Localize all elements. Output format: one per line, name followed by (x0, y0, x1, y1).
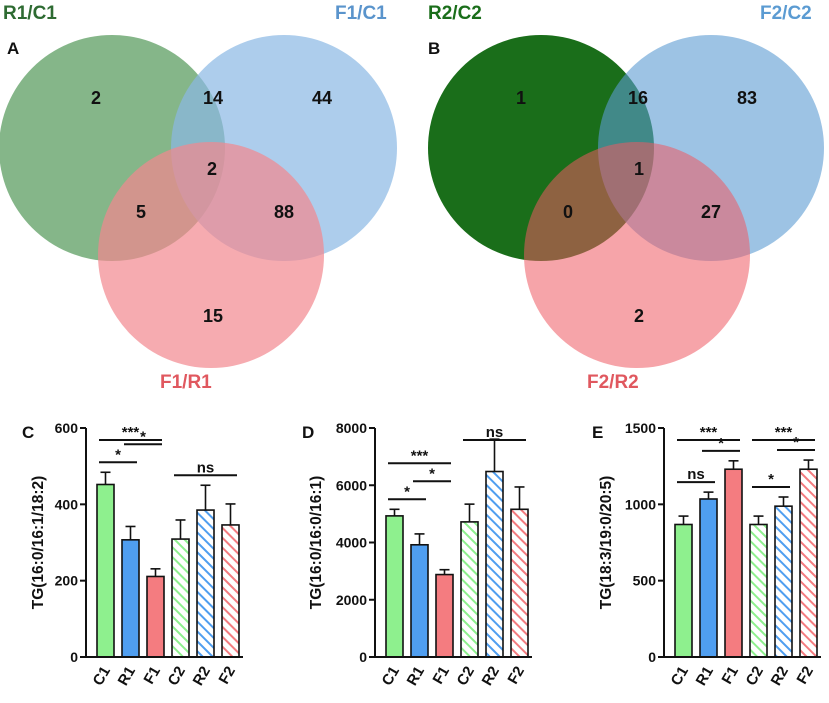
chart-c-sig-label-0: * (115, 446, 121, 463)
chart-c-bar-c2 (171, 538, 190, 658)
chart-d-y-tick-label-0: 0 (359, 649, 367, 665)
chart-d-bar-r1 (410, 543, 429, 658)
chart-d-bar-f1 (435, 573, 454, 658)
chart-e-panel-letter: E (592, 423, 603, 442)
venn-a-set3-title: F1/R1 (160, 372, 212, 393)
chart-e-y-tick-label-3: 1500 (625, 420, 656, 436)
chart-d-category-label-c2: C2 (454, 664, 478, 689)
chart-e-sig-label-2: * (718, 435, 724, 452)
chart-e-category-label-f1: F1 (718, 664, 741, 688)
chart-c-y-tick-label-1: 200 (55, 573, 79, 589)
chart-d-category-label-r2: R2 (479, 664, 503, 689)
chart-d-category-label-c1: C1 (379, 664, 403, 689)
chart-d-category-label-r1: R1 (404, 664, 428, 689)
bar-chart-e: E TG(18:3/19:0/20:5) C1 R1 F1 C2 R2 F2 0 500 1000 1… (592, 420, 821, 689)
venn-b-panel-letter: B (428, 39, 440, 58)
chart-e-bar-r1 (699, 498, 718, 658)
chart-e-category-label-r2: R2 (768, 664, 792, 689)
chart-e-sig-label-0: ns (687, 466, 705, 483)
chart-c-bar-r2 (196, 509, 215, 658)
chart-c-panel-letter: C (22, 423, 34, 442)
chart-e-bar-r2 (774, 505, 793, 658)
venn-a-panel-letter: A (7, 39, 19, 58)
venn-b-count-r2c2-only: 1 (516, 88, 526, 108)
chart-c-y-tick-label-3: 600 (55, 420, 79, 436)
chart-d-y-tick-label-1: 2000 (336, 592, 367, 608)
venn-b-circle-f2r2 (524, 142, 750, 368)
chart-e-sig-label-4: *** (775, 424, 793, 441)
chart-d-sig-label-3: ns (486, 424, 504, 441)
chart-c-category-label-c2: C2 (165, 664, 189, 689)
bar-chart-c: C TG(16:0/16:1/18:2) C1 R1 F1 C2 R2 F2 0 200 400 60… (22, 420, 243, 689)
venn-a-count-r1c1-f1r1: 5 (136, 202, 146, 222)
chart-d-y-tick-label-3: 6000 (336, 477, 367, 493)
venn-b-set2-title: F2/C2 (760, 3, 812, 24)
chart-e-category-label-c1: C1 (668, 664, 692, 689)
chart-d-sig-label-2: * (429, 465, 435, 482)
venn-b-count-f2c2-only: 83 (737, 88, 757, 108)
chart-c-y-axis-label: TG(16:0/16:1/18:2) (30, 476, 47, 610)
chart-e-sig-label-5: * (793, 434, 799, 451)
chart-c-sig-label-3: ns (197, 459, 215, 476)
venn-a-set1-title: R1/C1 (3, 3, 57, 24)
chart-e-y-tick-label-0: 0 (648, 649, 656, 665)
chart-d-y-axis-label: TG(16:0/16:0/16:1) (308, 476, 325, 610)
chart-c-bar-f2 (221, 524, 240, 658)
chart-e-category-label-f2: F2 (793, 664, 816, 688)
chart-d-panel-letter: D (302, 423, 314, 442)
venn-panel-a: A R1/C1 F1/C1 F1/R1 2 44 15 14 5 88 2 (0, 3, 397, 393)
chart-c-sig-label-1: *** (122, 424, 140, 441)
chart-d-sig-label-1: *** (411, 447, 429, 464)
chart-c-bar-r1 (121, 539, 140, 658)
venn-a-set2-title: F1/C1 (335, 3, 387, 24)
chart-c-y-tick-label-0: 0 (70, 649, 78, 665)
venn-b-set3-title: F2/R2 (587, 372, 639, 393)
chart-c-category-label-r2: R2 (190, 664, 214, 689)
chart-c-bar-f1 (146, 575, 165, 658)
chart-e-sig-label-3: * (768, 471, 774, 488)
chart-e-sig-label-1: *** (700, 424, 718, 441)
venn-b-set1-title: R2/C2 (428, 3, 482, 24)
chart-c-category-label-c1: C1 (90, 664, 114, 689)
chart-d-category-label-f2: F2 (504, 664, 527, 688)
chart-e-y-tick-label-2: 1000 (625, 496, 656, 512)
chart-d-sig-label-0: * (404, 483, 410, 500)
venn-a-count-all: 2 (207, 159, 217, 179)
venn-panel-b: B R2/C2 F2/C2 F2/R2 1 83 2 16 0 27 1 (428, 3, 824, 393)
chart-e-bar-c1 (674, 523, 693, 658)
chart-d-bar-r2 (485, 470, 504, 658)
venn-a-count-r1c1-only: 2 (91, 88, 101, 108)
chart-c-sig-label-2: * (140, 428, 146, 445)
venn-a-count-f1c1-f1r1: 88 (274, 202, 294, 222)
chart-d-bar-c1 (385, 515, 404, 658)
chart-d-y-tick-label-4: 8000 (336, 420, 367, 436)
chart-e-bar-f2 (799, 468, 818, 658)
chart-e-category-label-c2: C2 (743, 664, 767, 689)
chart-e-bar-f1 (724, 468, 743, 658)
venn-b-count-f2c2-f2r2: 27 (701, 202, 721, 222)
venn-a-count-r1c1-f1c1: 14 (203, 88, 223, 108)
chart-c-category-label-f2: F2 (215, 664, 238, 688)
chart-e-bar-c2 (749, 523, 768, 658)
venn-b-count-all: 1 (634, 159, 644, 179)
venn-a-count-f1c1-only: 44 (312, 88, 332, 108)
chart-d-y-tick-label-2: 4000 (336, 535, 367, 551)
venn-b-count-r2c2-f2c2: 16 (628, 88, 648, 108)
venn-a-count-f1r1-only: 15 (203, 306, 223, 326)
venn-a-circle-f1r1 (98, 142, 324, 368)
venn-b-count-r2c2-f2r2: 0 (563, 202, 573, 222)
chart-c-category-label-f1: F1 (140, 664, 163, 688)
chart-d-category-label-f1: F1 (429, 664, 452, 688)
chart-e-category-label-r1: R1 (693, 664, 717, 689)
venn-b-count-f2r2-only: 2 (634, 306, 644, 326)
chart-c-y-tick-label-2: 400 (55, 496, 79, 512)
chart-c-category-label-r1: R1 (115, 664, 139, 689)
chart-e-y-axis-label: TG(18:3/19:0/20:5) (598, 476, 615, 610)
chart-d-bar-c2 (460, 521, 479, 658)
bar-chart-d: D TG(16:0/16:0/16:1) C1 R1 F1 C2 R2 F2 0 2000 4000… (302, 420, 532, 689)
chart-e-y-tick-label-1: 500 (633, 573, 657, 589)
chart-d-bar-f2 (510, 508, 529, 658)
chart-c-bar-c1 (96, 483, 115, 658)
